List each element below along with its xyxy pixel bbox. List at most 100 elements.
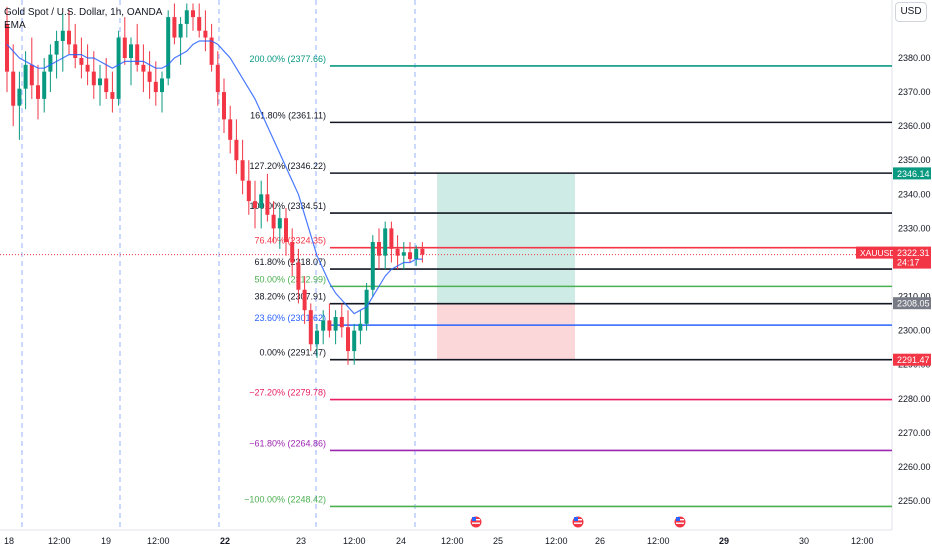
candle-body	[265, 194, 270, 215]
candle-body	[234, 139, 239, 161]
flag-canton	[472, 517, 476, 521]
fib-level-label: −100.00% (2248.42)	[244, 494, 326, 504]
chart-legend: Gold Spot / U.S. Dollar, 1h, OANDA EMA	[4, 6, 162, 32]
time-axis-label: 26	[595, 536, 605, 546]
candle-body	[327, 320, 332, 331]
candle-body	[420, 248, 425, 255]
flag-canton	[676, 517, 680, 521]
candle-body	[73, 44, 78, 58]
candle-body	[240, 160, 245, 181]
time-axis-label: 18	[4, 536, 14, 546]
fib-level-label: 76.40% (2324.35)	[254, 236, 326, 246]
candle-body	[315, 330, 319, 345]
current-price-value: 2322.31	[897, 248, 930, 258]
price-badge	[893, 297, 931, 310]
time-axis-label: 12:00	[147, 536, 170, 546]
price-badge	[893, 167, 931, 180]
time-axis-label: 12:00	[647, 536, 670, 546]
candle-body	[85, 64, 90, 72]
flag-canton	[574, 517, 578, 521]
candle-body	[203, 30, 208, 38]
candle-body	[302, 289, 307, 311]
candle-body	[352, 330, 357, 352]
price-axis-tick: 2360.00	[898, 121, 931, 131]
candle-body	[5, 23, 9, 72]
time-axis-label: 30	[799, 536, 809, 546]
candle-body	[191, 10, 195, 18]
candle-body	[160, 78, 164, 93]
candle-body	[141, 64, 146, 72]
flag-stripe	[574, 522, 582, 524]
candle-body	[129, 44, 133, 58]
ema-indicator-label[interactable]: EMA	[4, 20, 26, 31]
candle-body	[389, 228, 394, 249]
time-axis-label: 19	[101, 536, 111, 546]
candle-body	[172, 17, 177, 38]
price-axis-tick: 2270.00	[898, 428, 931, 438]
candle-body	[135, 44, 140, 65]
candle-body	[339, 317, 344, 328]
price-axis-tick: 2330.00	[898, 223, 931, 233]
candle-body	[79, 58, 84, 65]
fib-level-label: 100.00% (2334.51)	[249, 201, 326, 211]
candle-body	[296, 262, 301, 290]
candle-body	[215, 64, 220, 93]
fib-level-label: 200.00% (2377.66)	[249, 54, 326, 64]
candle-body	[197, 17, 202, 31]
candle-body	[110, 92, 115, 99]
price-axis-tick: 2310.00	[898, 292, 931, 302]
price-axis-tick: 2370.00	[898, 87, 931, 97]
bar-countdown: 24:17	[897, 258, 920, 268]
candle-body	[166, 17, 171, 79]
candle-body	[228, 119, 233, 140]
candle-body	[48, 54, 53, 72]
candle-body	[153, 81, 158, 93]
time-axis-label: 24	[396, 536, 406, 546]
candle-body	[178, 23, 183, 38]
candle-body	[346, 327, 350, 352]
price-axis-tick: 2280.00	[898, 394, 931, 404]
candle-body	[60, 30, 65, 41]
price-badge-label: 2346.14	[897, 169, 930, 179]
candle-body	[29, 64, 34, 86]
candle-body	[395, 248, 400, 256]
candle-body	[408, 252, 412, 260]
current-price-badge	[893, 246, 931, 269]
candle-body	[253, 201, 257, 208]
candle-body	[271, 214, 276, 229]
time-axis-label: 22	[220, 536, 230, 546]
candle-body	[383, 228, 388, 256]
long-position-profit-zone[interactable]	[437, 173, 575, 304]
currency-button[interactable]: USD	[895, 2, 927, 22]
candle-body	[42, 71, 47, 99]
symbol-price-tag	[856, 246, 894, 259]
time-axis-label: 12:00	[851, 536, 874, 546]
candle-body	[290, 242, 295, 263]
candle-body	[67, 30, 71, 45]
time-axis-label: 12:00	[48, 536, 71, 546]
time-axis-label: 25	[493, 536, 503, 546]
long-position-stop-zone[interactable]	[437, 303, 575, 360]
time-axis-label: 12:00	[343, 536, 366, 546]
price-axis-tick: 2340.00	[898, 189, 931, 199]
symbol-title[interactable]: Gold Spot / U.S. Dollar, 1h, OANDA	[4, 7, 163, 18]
candle-body	[308, 310, 313, 345]
price-axis-tick: 2300.00	[898, 326, 931, 336]
price-axis-tick: 2250.00	[898, 496, 931, 506]
candle-body	[284, 218, 288, 243]
candle-body	[104, 78, 109, 93]
fib-level-label: 50.00% (2312.99)	[254, 274, 326, 284]
time-axis-label: 12:00	[441, 536, 464, 546]
time-axis-label: 12:00	[545, 536, 568, 546]
price-axis-tick: 2380.00	[898, 53, 931, 63]
candle-body	[116, 37, 121, 99]
symbol-tag-label: XAUUSD	[860, 248, 895, 258]
flag-stripe	[676, 522, 684, 524]
flag-stripe	[472, 522, 480, 524]
candle-body	[222, 92, 226, 120]
candle-body	[54, 40, 59, 55]
candle-body	[209, 37, 214, 65]
candle-body	[11, 71, 16, 106]
candle-body	[377, 242, 381, 256]
